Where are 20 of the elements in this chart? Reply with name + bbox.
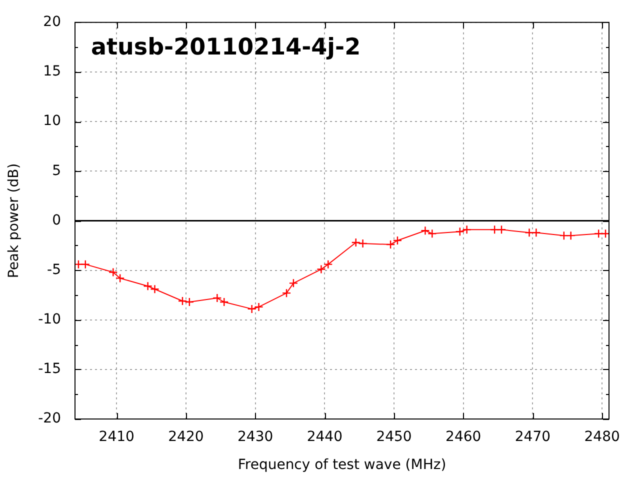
y-tick-label: 15 — [43, 64, 61, 80]
x-tick-label: 2430 — [237, 429, 274, 446]
x-tick-label: 2440 — [306, 429, 342, 446]
y-tick-label: 10 — [43, 113, 61, 130]
y-tick-label: 5 — [52, 162, 61, 179]
text: atusb-20110214-4j-2 — [91, 34, 361, 60]
y-tick-label: -10 — [38, 311, 61, 328]
x-tick-label: 2460 — [446, 429, 482, 446]
y-tick-label: -5 — [47, 262, 61, 278]
y-tick-label: 0 — [52, 212, 61, 228]
x-axis-title: Frequency of test wave (MHz) — [238, 457, 446, 474]
x-tick-label: 2410 — [98, 429, 134, 446]
y-axis-title: Peak power (dB) — [6, 163, 22, 278]
x-tick-label: 2450 — [376, 429, 412, 446]
y-tick-label: -15 — [38, 361, 61, 378]
y-tick-label: 20 — [43, 14, 61, 30]
x-tick-label: 2470 — [514, 429, 551, 446]
x-tick-label: 2420 — [168, 429, 204, 446]
x-tick-label: 2480 — [584, 429, 620, 446]
y-tick-label: -20 — [38, 410, 61, 427]
